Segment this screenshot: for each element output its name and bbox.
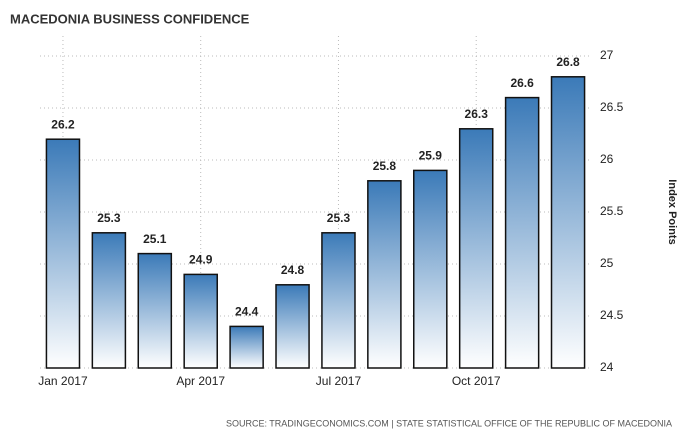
bar bbox=[45, 138, 81, 369]
value-label: 26.2 bbox=[51, 117, 75, 131]
bar bbox=[183, 273, 218, 369]
value-label: 25.3 bbox=[327, 211, 351, 225]
bar bbox=[458, 128, 494, 369]
x-tick-label: Oct 2017 bbox=[452, 374, 501, 388]
source-note: SOURCE: TRADINGECONOMICS.COM | STATE STA… bbox=[226, 418, 672, 428]
bar bbox=[367, 180, 402, 369]
value-label: 24.4 bbox=[235, 305, 259, 319]
y-tick-label: 25.5 bbox=[600, 204, 624, 218]
bar bbox=[321, 232, 356, 369]
x-tick-label: Apr 2017 bbox=[176, 374, 225, 388]
bar bbox=[275, 284, 310, 369]
value-label: 25.9 bbox=[419, 149, 443, 163]
y-tick-label: 26.5 bbox=[600, 100, 624, 114]
y-tick-label: 26 bbox=[600, 152, 614, 166]
value-label: 26.8 bbox=[556, 55, 580, 69]
y-tick-label: 25 bbox=[600, 256, 614, 270]
bar bbox=[413, 169, 448, 369]
value-label: 25.8 bbox=[373, 159, 397, 173]
bar bbox=[550, 76, 586, 369]
value-label: 26.6 bbox=[510, 76, 534, 90]
x-tick-label: Jul 2017 bbox=[316, 374, 362, 388]
chart-title: MACEDONIA BUSINESS CONFIDENCE bbox=[10, 11, 250, 26]
y-axis-title: Index Points bbox=[666, 179, 678, 244]
value-label: 24.8 bbox=[281, 263, 305, 277]
bar bbox=[229, 325, 264, 369]
y-tick-label: 24.5 bbox=[600, 308, 624, 322]
bar bbox=[91, 232, 127, 369]
value-label: 26.3 bbox=[465, 107, 489, 121]
y-tick-label: 27 bbox=[600, 48, 614, 62]
bar bbox=[137, 252, 173, 369]
bar bbox=[504, 96, 540, 369]
y-tick-label: 24 bbox=[600, 360, 614, 374]
value-label: 25.3 bbox=[97, 211, 121, 225]
value-label: 25.1 bbox=[143, 232, 167, 246]
x-tick-label: Jan 2017 bbox=[38, 374, 88, 388]
value-label: 24.9 bbox=[189, 253, 213, 267]
